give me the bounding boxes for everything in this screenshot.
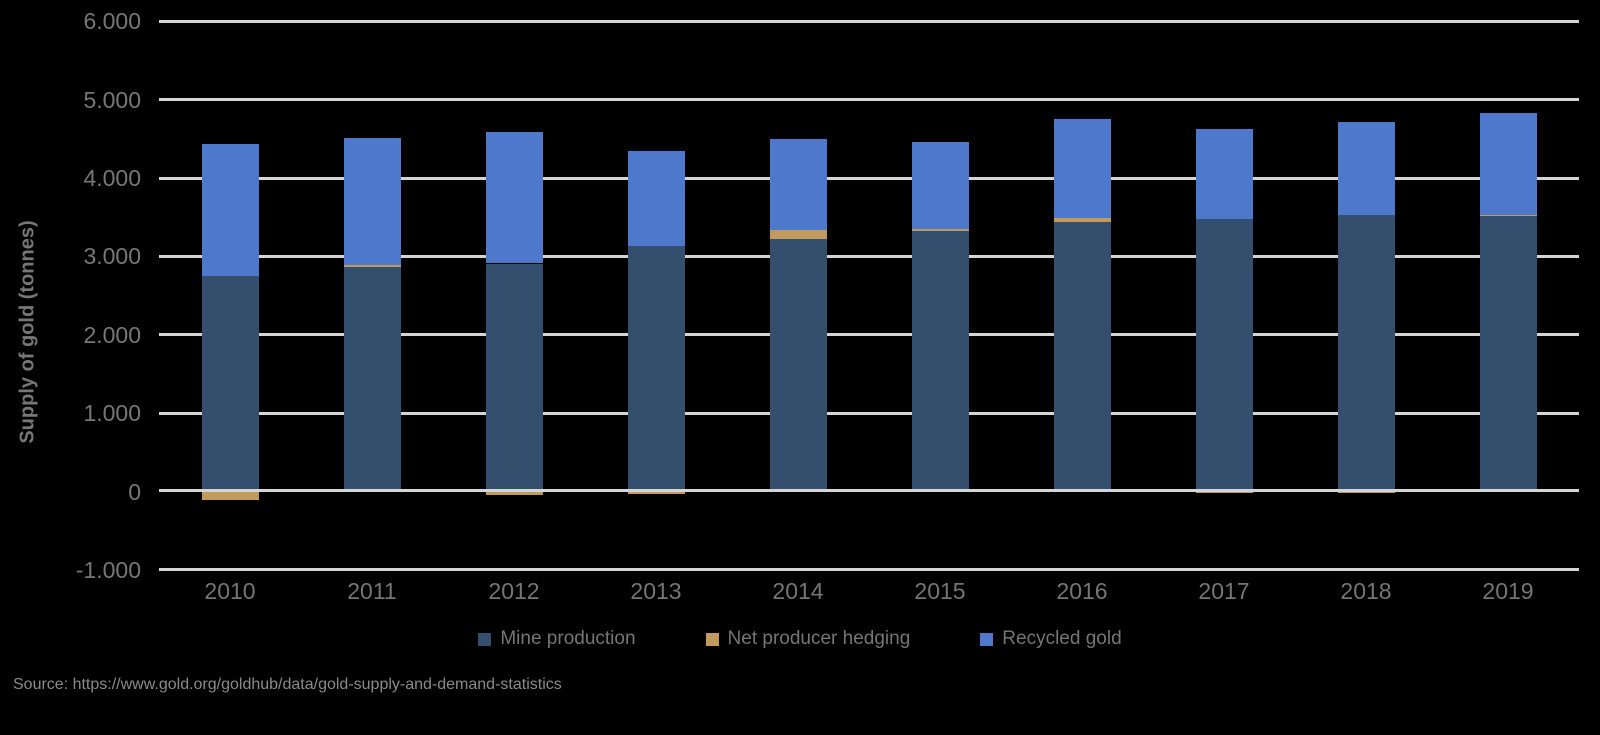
bar-2019-recycled-gold	[1479, 113, 1537, 215]
y-gridline	[159, 98, 1579, 102]
y-gridline	[159, 254, 1579, 258]
y-tick-label: 6.000	[83, 8, 141, 35]
y-gridline	[159, 411, 1579, 415]
bar-2012-net-producer-hedging	[485, 491, 543, 496]
y-tick-label: 4.000	[83, 165, 141, 192]
bar-2018-recycled-gold	[1337, 122, 1395, 215]
bar-2019-mine-production	[1479, 214, 1537, 492]
y-tick-label: 1.000	[83, 400, 141, 427]
legend-label: Mine production	[500, 628, 636, 649]
x-tick-label: 2014	[772, 578, 824, 604]
x-tick-label: 2010	[204, 578, 256, 604]
source-text: Source: https://www.gold.org/goldhub/dat…	[13, 676, 562, 693]
legend-swatch-icon	[705, 632, 719, 646]
zero-axis-line	[159, 489, 1579, 493]
bar-2010-recycled-gold	[201, 144, 259, 277]
y-tick-label: -1.000	[75, 556, 141, 583]
legend-label: Net producer hedging	[727, 628, 911, 649]
bar-2015-mine-production	[911, 230, 969, 492]
bar-2018-mine-production	[1337, 214, 1395, 492]
bar-2011-recycled-gold	[343, 138, 401, 266]
y-tick-label: 2.000	[83, 321, 141, 348]
legend-item: Recycled gold	[980, 628, 1122, 650]
bar-2013-mine-production	[627, 246, 685, 492]
y-gridline	[159, 176, 1579, 180]
x-tick-label: 2017	[1198, 578, 1250, 604]
legend-label: Recycled gold	[1002, 628, 1122, 649]
bar-2014-net-producer-hedging	[769, 229, 827, 240]
y-tick-label: 5.000	[83, 86, 141, 113]
bar-2012-recycled-gold	[485, 131, 543, 264]
bar-2016-mine-production	[1053, 221, 1111, 492]
bar-2010-net-producer-hedging	[201, 491, 259, 501]
bar-2010-mine-production	[201, 276, 259, 492]
bar-2015-net-producer-hedging	[911, 229, 969, 231]
bar-2014-recycled-gold	[769, 138, 827, 230]
bar-2014-mine-production	[769, 239, 827, 492]
x-tick-label: 2012	[488, 578, 540, 604]
bar-2013-net-producer-hedging	[627, 491, 685, 495]
legend-swatch-icon	[980, 632, 994, 646]
bar-2015-recycled-gold	[911, 142, 969, 229]
bar-2017-net-producer-hedging	[1195, 491, 1253, 494]
x-tick-label: 2015	[914, 578, 966, 604]
legend-item: Mine production	[478, 628, 636, 650]
bar-2016-recycled-gold	[1053, 119, 1111, 219]
legend-item: Net producer hedging	[705, 628, 911, 650]
y-gridline	[159, 333, 1579, 337]
y-gridline	[159, 19, 1579, 23]
bar-2011-mine-production	[343, 267, 401, 492]
y-gridline	[159, 568, 1579, 572]
bar-2017-mine-production	[1195, 218, 1253, 492]
bar-2017-recycled-gold	[1195, 128, 1253, 219]
x-tick-label: 2019	[1482, 578, 1534, 604]
x-tick-label: 2018	[1340, 578, 1392, 604]
y-tick-label: 3.000	[83, 243, 141, 270]
bar-2012-mine-production	[485, 263, 543, 492]
x-tick-label: 2011	[347, 578, 397, 604]
bar-2016-net-producer-hedging	[1053, 218, 1111, 222]
x-tick-label: 2013	[630, 578, 682, 604]
chart-legend: Mine production Net producer hedging Recyc…	[0, 628, 1600, 650]
bar-2011-net-producer-hedging	[343, 265, 401, 268]
bar-2013-recycled-gold	[627, 150, 685, 247]
y-tick-label: 0	[128, 478, 141, 505]
x-tick-label: 2016	[1056, 578, 1108, 604]
legend-swatch-icon	[478, 632, 492, 646]
